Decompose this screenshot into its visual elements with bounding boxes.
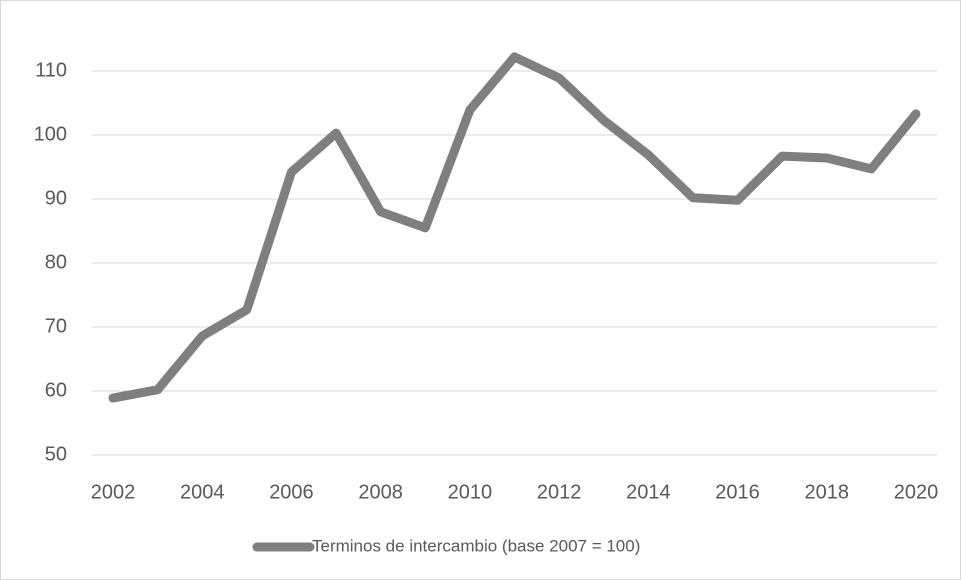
- x-tick-label: 2016: [715, 481, 760, 503]
- x-tick-label: 2006: [269, 481, 314, 503]
- legend-label: Terminos de intercambio (base 2007 = 100…: [312, 536, 640, 555]
- x-tick-label: 2008: [358, 481, 403, 503]
- x-tick-label: 2018: [805, 481, 850, 503]
- y-tick-label: 110: [35, 59, 67, 81]
- y-tick-label: 50: [45, 443, 67, 465]
- x-tick-label: 2012: [537, 481, 582, 503]
- x-tick-label: 2010: [448, 481, 493, 503]
- y-tick-label: 90: [45, 187, 67, 209]
- x-tick-label: 2002: [91, 481, 136, 503]
- y-tick-label: 100: [34, 123, 67, 145]
- y-tick-label: 60: [45, 379, 67, 401]
- y-tick-label: 70: [45, 315, 67, 337]
- data-line: [108, 52, 921, 403]
- x-tick-label: 2004: [180, 481, 225, 503]
- x-tick-label: 2020: [894, 481, 939, 503]
- x-tick-label: 2014: [626, 481, 671, 503]
- y-tick-label: 80: [45, 251, 67, 273]
